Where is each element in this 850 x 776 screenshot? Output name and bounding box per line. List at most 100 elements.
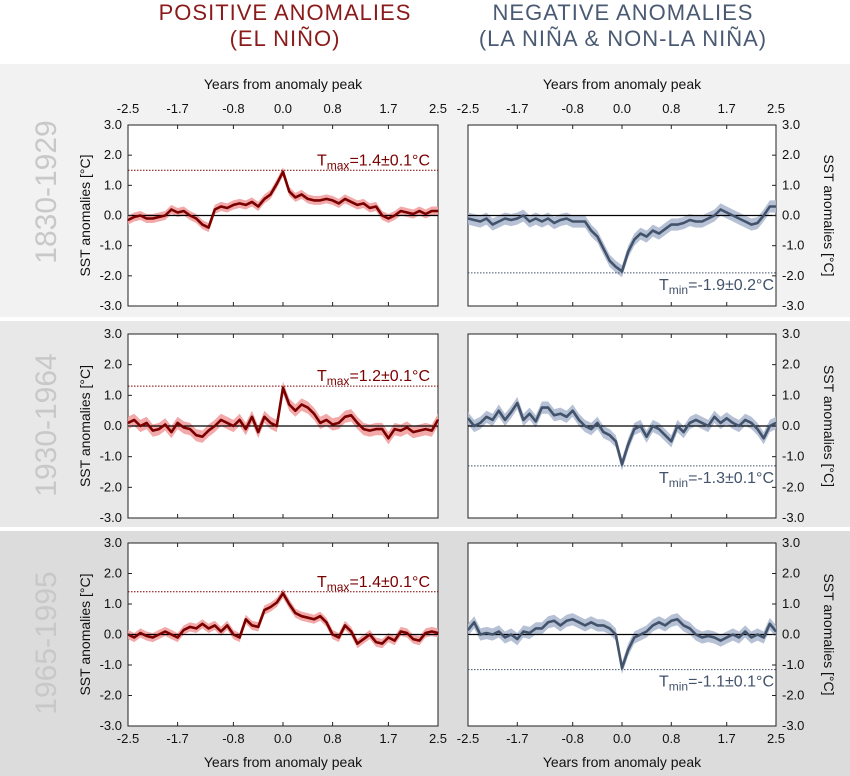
peak-annotation: Tmin=-1.9±0.2°C — [659, 277, 774, 297]
data-point — [127, 219, 129, 221]
negative-column-title: NEGATIVE ANOMALIES (LA NIÑA & NON-LA NIÑ… — [468, 0, 778, 52]
data-point — [559, 219, 562, 221]
x-tick-label: 2.5 — [429, 731, 447, 746]
data-point — [565, 416, 568, 418]
data-point — [400, 630, 402, 633]
data-point — [139, 425, 142, 427]
data-point — [418, 210, 421, 212]
data-point — [195, 217, 197, 220]
y-axis-label: SST anomalies [°C] — [821, 154, 837, 276]
data-point — [547, 621, 549, 624]
data-point — [615, 633, 617, 636]
data-point — [381, 214, 384, 217]
data-point — [393, 214, 396, 217]
data-point — [127, 422, 129, 424]
y-tick-label: -1.0 — [782, 449, 804, 464]
data-point — [473, 621, 475, 624]
data-point — [152, 217, 154, 220]
data-point — [664, 624, 666, 627]
data-point — [350, 201, 353, 203]
data-point — [590, 621, 592, 624]
data-point — [732, 214, 734, 217]
y-tick-label: -2.0 — [782, 688, 804, 703]
data-point — [670, 223, 673, 226]
x-tick-label: 0.0 — [274, 731, 292, 746]
data-point — [485, 632, 488, 634]
data-point — [400, 429, 402, 432]
data-point — [400, 210, 402, 212]
data-point — [621, 270, 623, 273]
x-tick-label: 0.8 — [662, 731, 680, 746]
data-point — [528, 220, 531, 223]
data-point — [479, 633, 482, 636]
data-point — [479, 220, 482, 223]
data-point — [725, 636, 728, 639]
data-point — [263, 416, 266, 418]
data-point — [652, 425, 654, 427]
y-tick-label: 1.0 — [782, 177, 800, 192]
data-point — [431, 630, 433, 633]
data-point — [516, 638, 519, 640]
data-point — [369, 633, 371, 636]
x-tick-label: 0.8 — [662, 101, 680, 116]
data-point — [522, 419, 525, 421]
data-point — [725, 211, 728, 214]
data-point — [158, 428, 160, 430]
data-point — [338, 422, 340, 424]
data-point — [387, 636, 390, 639]
y-tick-label: -3.0 — [100, 718, 122, 733]
data-point — [713, 416, 716, 418]
data-point — [269, 606, 272, 608]
x-tick-label: -2.5 — [457, 101, 479, 116]
y-tick-label: 2.0 — [782, 566, 800, 581]
data-point — [504, 419, 506, 421]
data-point — [381, 642, 384, 645]
y-tick-label: 3.0 — [104, 535, 122, 550]
data-point — [325, 198, 328, 200]
data-point — [214, 624, 216, 627]
data-point — [189, 214, 191, 217]
period-label-1830-1929: 1830-1929 — [30, 120, 63, 263]
y-tick-label: 2.0 — [104, 357, 122, 372]
data-point — [226, 207, 228, 209]
data-point — [756, 222, 759, 224]
data-point — [269, 422, 272, 424]
x-tick-label: 0.0 — [613, 101, 631, 116]
data-point — [615, 440, 617, 443]
data-point — [325, 419, 328, 421]
data-point — [294, 612, 297, 614]
data-point — [645, 435, 648, 438]
data-point — [350, 630, 353, 633]
data-point — [602, 624, 605, 627]
data-point — [485, 217, 488, 220]
data-point — [331, 199, 334, 202]
data-point — [652, 229, 654, 232]
data-point — [375, 641, 377, 643]
data-point — [516, 217, 519, 220]
x-tick-label: -1.7 — [506, 101, 528, 116]
data-point — [547, 217, 549, 220]
data-point — [251, 201, 253, 203]
x-axis-label-bottom: Years from anomaly peak — [543, 754, 702, 770]
data-point — [437, 419, 439, 421]
data-point — [133, 216, 135, 218]
data-point — [596, 624, 599, 627]
data-point — [775, 630, 777, 633]
x-tick-label: 0.0 — [613, 731, 631, 746]
data-point — [183, 210, 185, 212]
y-tick-label: 1.0 — [104, 177, 122, 192]
data-point — [145, 422, 148, 424]
data-point — [510, 411, 512, 414]
data-point — [510, 633, 512, 636]
data-point — [565, 619, 568, 622]
data-point — [701, 636, 703, 639]
data-point — [313, 618, 315, 621]
data-point — [276, 183, 278, 185]
data-point — [164, 214, 166, 217]
x-tick-label: 0.0 — [274, 101, 292, 116]
y-axis-label: SST anomalies [°C] — [77, 365, 93, 487]
data-point — [658, 621, 660, 624]
y-tick-label: 0.0 — [782, 208, 800, 223]
y-axis-label: SST anomalies [°C] — [77, 573, 93, 695]
data-point — [769, 623, 771, 625]
